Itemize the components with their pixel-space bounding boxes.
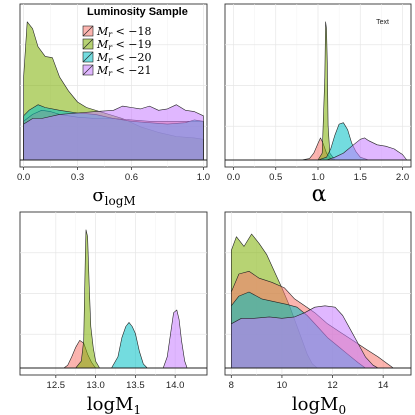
x-tick-label: 12 [327, 380, 338, 391]
legend: Luminosity Sample Mr < −18 Mr < −19 Mr <… [82, 6, 188, 78]
axis-title-alpha: α [312, 182, 327, 207]
x-tick-label: 13.0 [86, 380, 105, 391]
axis-title-logm1: logM1 [87, 394, 141, 415]
x-tick-label: 8 [229, 380, 234, 391]
panel-4: 8 10 12 14 [224, 211, 412, 391]
density-series-3 [111, 322, 148, 369]
x-tick-label: 2.0 [396, 172, 409, 183]
x-tick-label: 12.5 [47, 380, 66, 391]
density-series-2 [75, 229, 100, 369]
panel-1: 0.0 0.3 0.6 1.0 [17, 3, 210, 183]
legend-label-mr19: Mr < −19 [96, 38, 152, 52]
panel-3: 12.5 13.0 13.5 14.0 [19, 211, 208, 391]
x-tick-label: 14 [378, 380, 389, 391]
density-series-4 [326, 137, 408, 161]
axis-title-sigma: σlogM [92, 185, 135, 208]
legend-title: Luminosity Sample [87, 6, 188, 18]
x-tick-label: 1.5 [354, 172, 367, 183]
x-tick-label: 0.6 [125, 172, 138, 183]
legend-label-mr18: Mr < −18 [96, 25, 152, 39]
density-series-4 [231, 305, 379, 369]
x-tick-label: 1.0 [311, 172, 324, 183]
x-tick-label: 0.0 [17, 172, 30, 183]
x-tick-label: 13.5 [126, 380, 145, 391]
axis-title-logm0: logM0 [292, 394, 346, 415]
legend-label-mr21: Mr < −21 [96, 64, 152, 78]
x-tick-label: 0.5 [269, 172, 282, 183]
x-tick-label: 1.0 [197, 172, 210, 183]
panel-note-text: Text [376, 19, 389, 26]
density-series-4 [23, 104, 204, 161]
legend-label-mr20: Mr < −20 [96, 51, 152, 65]
x-tick-label: 0.0 [227, 172, 240, 183]
x-tick-label: 0.3 [71, 172, 84, 183]
panel-2: 0.0 0.5 1.0 1.5 2.0 [224, 3, 412, 183]
density-series-4 [162, 309, 188, 369]
x-tick-label: 14.0 [166, 380, 185, 391]
x-tick-label: 10 [277, 380, 288, 391]
